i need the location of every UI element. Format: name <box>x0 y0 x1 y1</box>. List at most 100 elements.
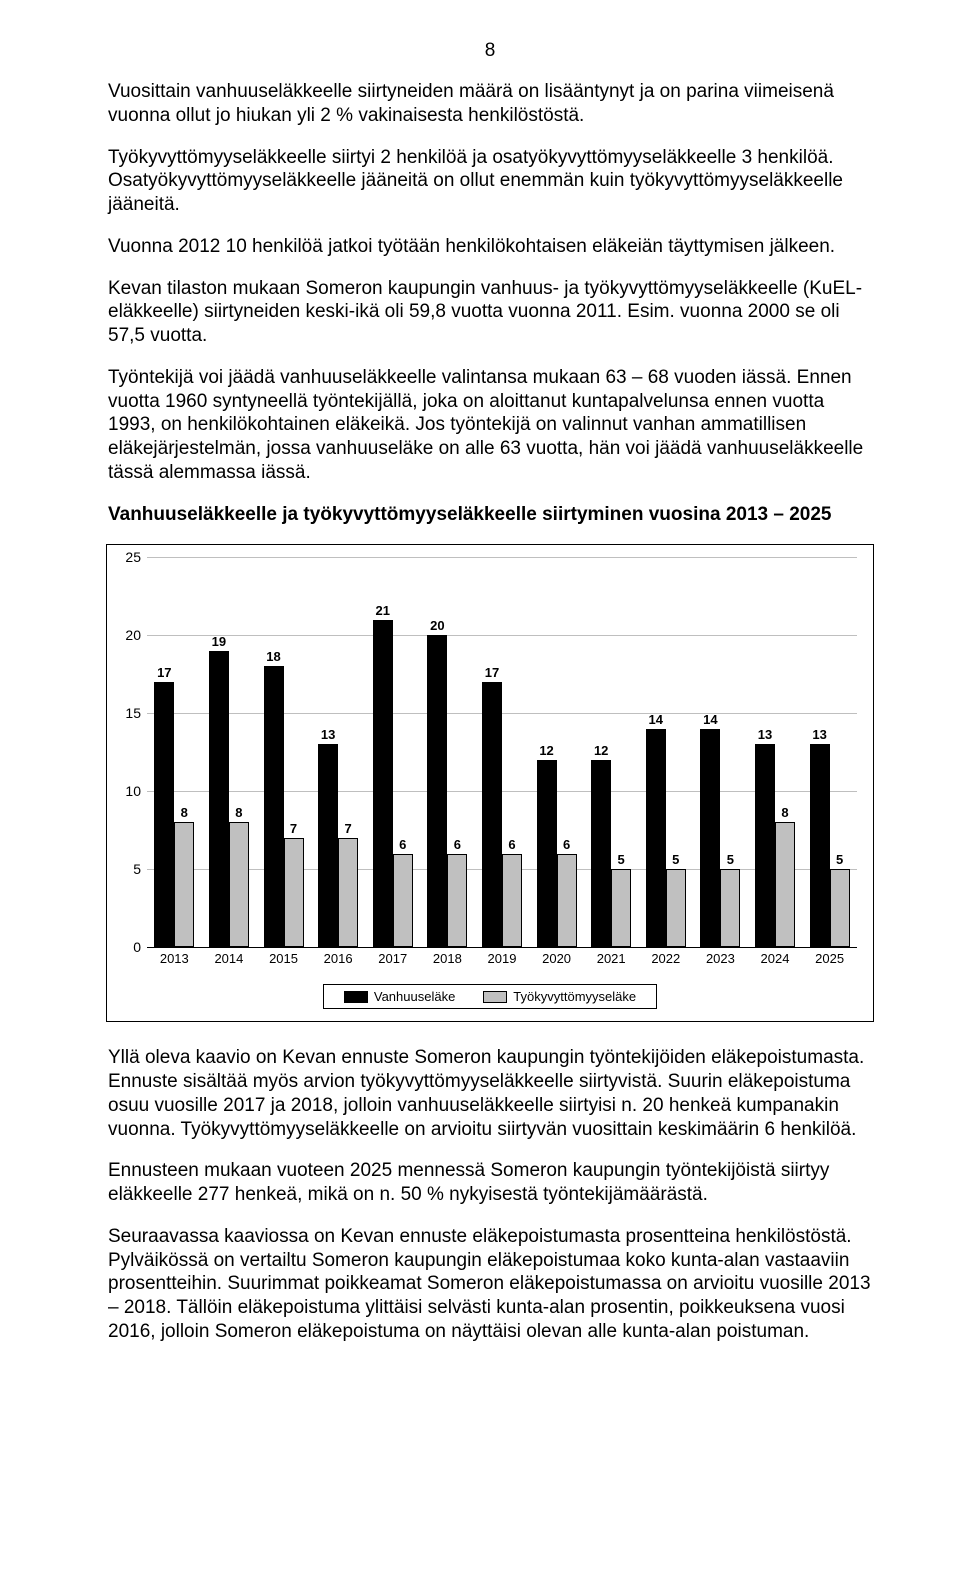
bar-value-label: 5 <box>672 852 679 867</box>
legend-item: Vanhuuseläke <box>344 989 455 1004</box>
x-axis-label: 2013 <box>147 951 202 966</box>
bar-tyokyv: 8 <box>174 822 194 947</box>
bar-tyokyv: 6 <box>557 854 577 948</box>
bar-tyokyv: 8 <box>229 822 249 947</box>
bar-group: 145 <box>638 557 693 947</box>
bar-value-label: 6 <box>399 837 406 852</box>
bar-group: 206 <box>420 557 475 947</box>
bar-value-label: 6 <box>454 837 461 852</box>
bar-tyokyv: 5 <box>720 869 740 947</box>
bar-tyokyv: 5 <box>830 869 850 947</box>
x-axis-label: 2014 <box>202 951 257 966</box>
bar-vanhuus: 13 <box>810 744 830 947</box>
bar-vanhuus: 14 <box>700 729 720 947</box>
bar-group: 176 <box>475 557 530 947</box>
bar-tyokyv: 5 <box>666 869 686 947</box>
bar-tyokyv: 7 <box>284 838 304 947</box>
x-axis-label: 2019 <box>475 951 530 966</box>
bar-vanhuus: 19 <box>209 651 229 947</box>
legend-item: Työkyvyttömyyseläke <box>483 989 636 1004</box>
x-axis-label: 2024 <box>748 951 803 966</box>
y-axis-label: 15 <box>115 705 141 721</box>
bar-value-label: 13 <box>812 727 826 742</box>
bar-vanhuus: 13 <box>318 744 338 947</box>
bar-group: 178 <box>147 557 202 947</box>
y-axis-label: 25 <box>115 549 141 565</box>
x-axis-label: 2020 <box>529 951 584 966</box>
y-axis-label: 20 <box>115 627 141 643</box>
bar-group: 125 <box>584 557 639 947</box>
bar-value-label: 7 <box>290 821 297 836</box>
bar-vanhuus: 12 <box>537 760 557 947</box>
bar-group: 216 <box>365 557 420 947</box>
bar-value-label: 5 <box>836 852 843 867</box>
retirement-chart: 0510152025178198187137216206176126125145… <box>106 544 874 1022</box>
bar-value-label: 5 <box>618 852 625 867</box>
legend-swatch-dark <box>344 991 368 1003</box>
bar-group: 126 <box>529 557 584 947</box>
bar-value-label: 21 <box>376 603 390 618</box>
paragraph: Yllä oleva kaavio on Kevan ennuste Somer… <box>108 1046 872 1141</box>
bar-value-label: 13 <box>321 727 335 742</box>
document-page: 8 Vuosittain vanhuuseläkkeelle siirtynei… <box>0 0 960 1402</box>
chart-legend: Vanhuuseläke Työkyvyttömyyseläke <box>323 984 657 1009</box>
bar-group: 135 <box>802 557 857 947</box>
bar-value-label: 14 <box>649 712 663 727</box>
bar-value-label: 7 <box>345 821 352 836</box>
bar-group: 187 <box>256 557 311 947</box>
bar-tyokyv: 6 <box>393 854 413 948</box>
paragraph: Vuonna 2012 10 henkilöä jatkoi työtään h… <box>108 235 872 259</box>
chart-bars: 178198187137216206176126125145145138135 <box>147 557 857 947</box>
bar-tyokyv: 6 <box>447 854 467 948</box>
bar-value-label: 19 <box>212 634 226 649</box>
bar-group: 137 <box>311 557 366 947</box>
x-axis-label: 2017 <box>365 951 420 966</box>
legend-label: Työkyvyttömyyseläke <box>513 989 636 1004</box>
paragraph: Työkyvyttömyyseläkkeelle siirtyi 2 henki… <box>108 146 872 217</box>
bar-tyokyv: 5 <box>611 869 631 947</box>
bar-value-label: 14 <box>703 712 717 727</box>
paragraph: Kevan tilaston mukaan Someron kaupungin … <box>108 277 872 348</box>
y-axis-label: 5 <box>115 861 141 877</box>
page-number: 8 <box>108 40 872 62</box>
bar-value-label: 17 <box>485 665 499 680</box>
chart-baseline <box>147 947 857 948</box>
bar-tyokyv: 7 <box>338 838 358 947</box>
paragraph: Työntekijä voi jäädä vanhuuseläkkeelle v… <box>108 366 872 485</box>
chart-title: Vanhuuseläkkeelle ja työkyvyttömyyseläkk… <box>108 503 872 527</box>
bar-group: 145 <box>693 557 748 947</box>
paragraph: Ennusteen mukaan vuoteen 2025 mennessä S… <box>108 1159 872 1207</box>
bar-value-label: 20 <box>430 618 444 633</box>
bar-value-label: 8 <box>781 805 788 820</box>
bar-value-label: 6 <box>508 837 515 852</box>
bar-vanhuus: 17 <box>482 682 502 947</box>
paragraph: Seuraavassa kaaviossa on Kevan ennuste e… <box>108 1225 872 1344</box>
legend-swatch-light <box>483 991 507 1003</box>
bar-tyokyv: 8 <box>775 822 795 947</box>
bar-value-label: 13 <box>758 727 772 742</box>
x-axis-label: 2021 <box>584 951 639 966</box>
bar-value-label: 17 <box>157 665 171 680</box>
y-axis-label: 10 <box>115 783 141 799</box>
bar-vanhuus: 17 <box>154 682 174 947</box>
bar-group: 138 <box>748 557 803 947</box>
bar-value-label: 5 <box>727 852 734 867</box>
bar-tyokyv: 6 <box>502 854 522 948</box>
bar-value-label: 18 <box>266 649 280 664</box>
bar-group: 198 <box>202 557 257 947</box>
bar-vanhuus: 12 <box>591 760 611 947</box>
bar-value-label: 8 <box>235 805 242 820</box>
bar-vanhuus: 13 <box>755 744 775 947</box>
bar-vanhuus: 14 <box>646 729 666 947</box>
bar-value-label: 12 <box>539 743 553 758</box>
bar-vanhuus: 18 <box>264 666 284 947</box>
x-axis-label: 2018 <box>420 951 475 966</box>
bar-vanhuus: 20 <box>427 635 447 947</box>
x-axis-label: 2022 <box>638 951 693 966</box>
x-axis-label: 2015 <box>256 951 311 966</box>
x-axis-label: 2023 <box>693 951 748 966</box>
bar-vanhuus: 21 <box>373 620 393 948</box>
bar-value-label: 12 <box>594 743 608 758</box>
paragraph: Vuosittain vanhuuseläkkeelle siirtyneide… <box>108 80 872 128</box>
bar-value-label: 6 <box>563 837 570 852</box>
